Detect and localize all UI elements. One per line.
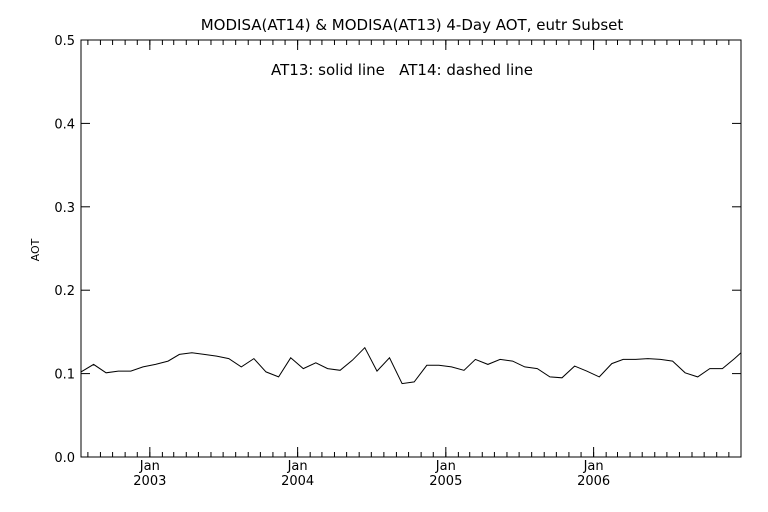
y-tick-label: 0.1 <box>54 368 75 383</box>
chart-title: MODISA(AT14) & MODISA(AT13) 4-Day AOT, e… <box>201 16 624 34</box>
x-tick-month-label: Jan <box>139 459 160 474</box>
y-tick-label: 0.5 <box>54 34 75 49</box>
y-tick-label: 0.0 <box>54 451 75 466</box>
x-tick-year-label: 2005 <box>429 474 462 489</box>
series-line-solid <box>80 346 742 385</box>
line-style-legend: AT13: solid line AT14: dashed line <box>271 61 533 79</box>
x-tick-month-label: Jan <box>583 459 604 474</box>
plot-frame <box>80 39 742 458</box>
y-tick-label: 0.2 <box>54 284 75 299</box>
y-tick-label: 0.4 <box>54 117 75 132</box>
y-tick-label: 0.3 <box>54 201 75 216</box>
y-axis: 0.0 0.1 0.2 0.3 0.4 0.5 <box>54 34 741 466</box>
x-tick-year-label: 2006 <box>577 474 610 489</box>
x-tick-year-label: 2003 <box>133 474 166 489</box>
y-axis-label: AOT <box>29 238 42 261</box>
x-tick-year-label: 2004 <box>281 474 314 489</box>
series-group <box>80 346 742 385</box>
x-tick-month-label: Jan <box>435 459 456 474</box>
x-tick-month-label: Jan <box>287 459 308 474</box>
